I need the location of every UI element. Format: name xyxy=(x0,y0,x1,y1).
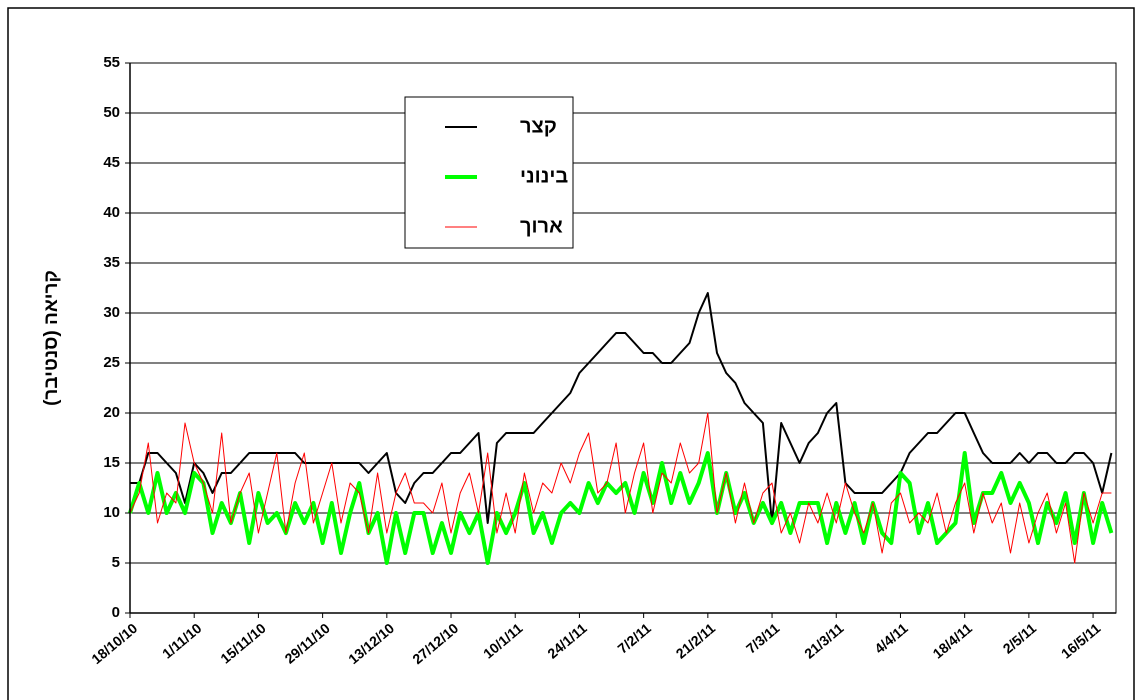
y-tick-label: 5 xyxy=(112,554,120,571)
legend-label: ארוך xyxy=(520,215,563,237)
series-line xyxy=(130,292,1113,524)
y-tick-label: 30 xyxy=(103,304,120,321)
y-axis-label: קריאה (סנטיבר) xyxy=(41,270,62,406)
y-tick-label: 0 xyxy=(112,604,120,621)
series-line xyxy=(129,412,1112,564)
y-tick-label: 25 xyxy=(103,354,120,371)
legend-label: בינוני xyxy=(520,165,568,187)
y-tick-label: 35 xyxy=(103,254,120,271)
y-tick-label: 10 xyxy=(103,504,120,521)
legend-box xyxy=(404,96,574,249)
series-line xyxy=(128,451,1114,565)
plot-area xyxy=(129,62,1117,614)
legend-label: קצר xyxy=(520,115,557,137)
y-tick-label: 45 xyxy=(103,154,120,171)
y-tick-label: 20 xyxy=(103,404,120,421)
y-tick-label: 55 xyxy=(103,54,120,71)
y-tick-label: 50 xyxy=(103,104,120,121)
y-tick-label: 40 xyxy=(103,204,120,221)
y-tick-label: 15 xyxy=(103,454,120,471)
